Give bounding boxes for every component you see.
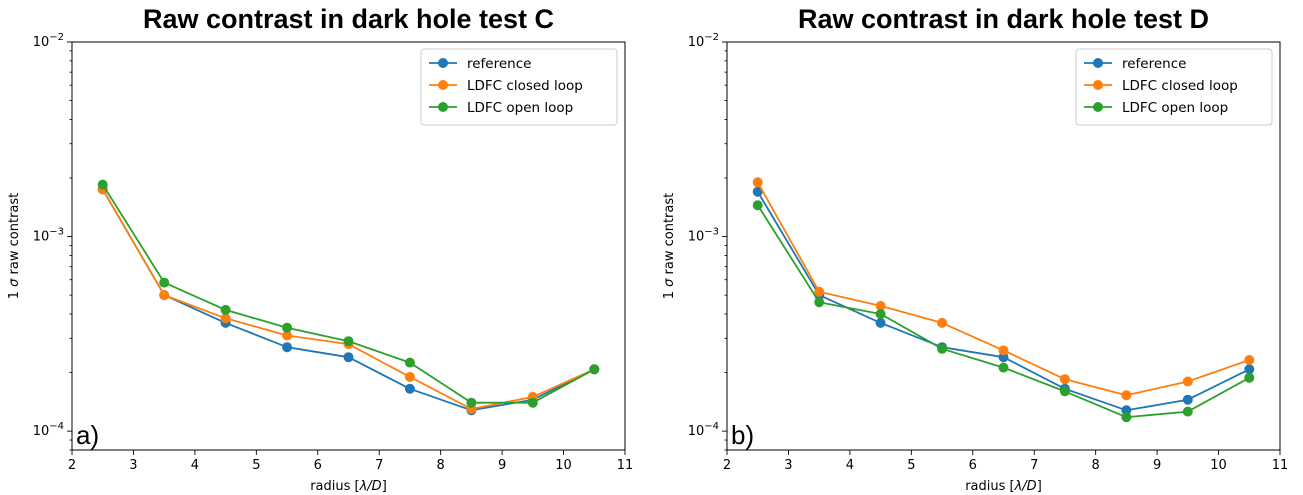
x-tick-label: 3 bbox=[784, 458, 792, 473]
series-line-3 bbox=[756, 204, 1250, 419]
x-tick-label: 6 bbox=[314, 458, 322, 473]
x-tick-label: 9 bbox=[498, 458, 506, 473]
legend-entry: LDFC open loop bbox=[1122, 100, 1228, 116]
x-tick-label: 6 bbox=[969, 458, 977, 473]
data-point bbox=[1244, 355, 1255, 365]
legend-entry: LDFC closed loop bbox=[1122, 78, 1238, 94]
legend-entry: reference bbox=[467, 56, 531, 72]
data-point bbox=[1182, 406, 1193, 417]
data-point bbox=[752, 177, 763, 188]
x-tick-label: 4 bbox=[846, 458, 854, 473]
x-tick-label: 11 bbox=[617, 458, 634, 473]
data-point bbox=[752, 200, 763, 211]
y-tick-label: 10−2 bbox=[688, 32, 719, 50]
data-point bbox=[875, 300, 886, 311]
data-point bbox=[1244, 372, 1255, 383]
data-point bbox=[1059, 374, 1070, 385]
chart-title: Raw contrast in dark hole test C bbox=[143, 4, 554, 34]
data-point bbox=[404, 383, 415, 394]
data-point bbox=[1244, 364, 1255, 375]
x-tick-label: 11 bbox=[1272, 458, 1289, 473]
legend-marker bbox=[438, 58, 448, 68]
chart-panel-b: Raw contrast in dark hole test D 10−4 10−3… bbox=[662, 4, 1288, 494]
series-line-1 bbox=[756, 191, 1250, 412]
y-tick-label: 10−2 bbox=[33, 32, 64, 50]
legend-marker bbox=[1093, 80, 1103, 90]
x-tick-label: 10 bbox=[1210, 458, 1227, 473]
panel-label: a) bbox=[76, 420, 99, 450]
data-point bbox=[404, 357, 415, 368]
y-axis-label: 1 σ raw contrast bbox=[7, 193, 22, 299]
panel-label: b) bbox=[731, 420, 754, 450]
legend-entry: reference bbox=[1122, 56, 1186, 72]
data-point bbox=[1121, 390, 1132, 401]
x-tick-label: 5 bbox=[907, 458, 915, 473]
y-tick-label: 10−3 bbox=[688, 227, 719, 245]
data-point bbox=[998, 362, 1009, 373]
data-point bbox=[527, 397, 538, 408]
x-tick-label: 10 bbox=[555, 458, 572, 473]
legend-marker bbox=[438, 102, 448, 112]
legend-marker bbox=[438, 80, 448, 90]
data-point bbox=[282, 330, 293, 341]
legend-box bbox=[1075, 48, 1273, 126]
data-point bbox=[589, 364, 600, 375]
data-point bbox=[1182, 376, 1193, 387]
x-tick-label: 5 bbox=[252, 458, 260, 473]
x-tick-label: 2 bbox=[723, 458, 731, 473]
data-point bbox=[937, 343, 948, 354]
data-point bbox=[159, 277, 170, 288]
data-point bbox=[466, 397, 477, 408]
chart-title: Raw contrast in dark hole test D bbox=[798, 4, 1209, 34]
series-line-3 bbox=[101, 184, 595, 404]
data-point bbox=[1121, 405, 1132, 416]
data-point bbox=[404, 371, 415, 382]
x-tick-label: 8 bbox=[437, 458, 445, 473]
data-point bbox=[814, 297, 825, 308]
y-axis-label: 1 σ raw contrast bbox=[662, 193, 677, 299]
plot-frame bbox=[726, 41, 1281, 451]
x-tick-label: 2 bbox=[68, 458, 76, 473]
data-point bbox=[343, 336, 354, 347]
legend-marker bbox=[1093, 102, 1103, 112]
legend-box bbox=[420, 48, 618, 126]
x-tick-label: 8 bbox=[1092, 458, 1100, 473]
data-point bbox=[998, 345, 1009, 356]
data-point bbox=[1182, 394, 1193, 405]
data-point bbox=[937, 317, 948, 328]
x-tick-label: 4 bbox=[191, 458, 199, 473]
series-line-2 bbox=[101, 188, 595, 410]
legend-marker bbox=[1093, 58, 1103, 68]
data-point bbox=[752, 186, 763, 197]
x-axis-label: radius [λ/D] bbox=[310, 479, 387, 494]
data-point bbox=[282, 342, 293, 353]
legend-entry: LDFC closed loop bbox=[467, 78, 583, 94]
data-point bbox=[875, 309, 886, 319]
data-point bbox=[1059, 386, 1070, 397]
y-tick-label: 10−3 bbox=[33, 227, 64, 245]
x-tick-label: 3 bbox=[129, 458, 137, 473]
y-tick-label: 10−4 bbox=[33, 421, 64, 439]
data-point bbox=[97, 179, 108, 190]
data-point bbox=[220, 304, 231, 315]
x-tick-label: 7 bbox=[1030, 458, 1038, 473]
data-point bbox=[875, 317, 886, 328]
data-point bbox=[1121, 412, 1132, 423]
data-point bbox=[343, 352, 354, 363]
data-point bbox=[159, 290, 170, 301]
legend-entry: LDFC open loop bbox=[467, 100, 573, 116]
x-tick-label: 7 bbox=[375, 458, 383, 473]
y-tick-label: 10−4 bbox=[688, 421, 719, 439]
data-point bbox=[220, 313, 231, 324]
x-tick-label: 9 bbox=[1153, 458, 1161, 473]
data-point bbox=[282, 322, 293, 333]
data-point bbox=[814, 286, 825, 297]
x-axis-label: radius [λ/D] bbox=[965, 479, 1042, 494]
plot-frame bbox=[71, 41, 626, 451]
chart-panel-a: Raw contrast in dark hole test C 10−4 10−3… bbox=[7, 4, 633, 494]
